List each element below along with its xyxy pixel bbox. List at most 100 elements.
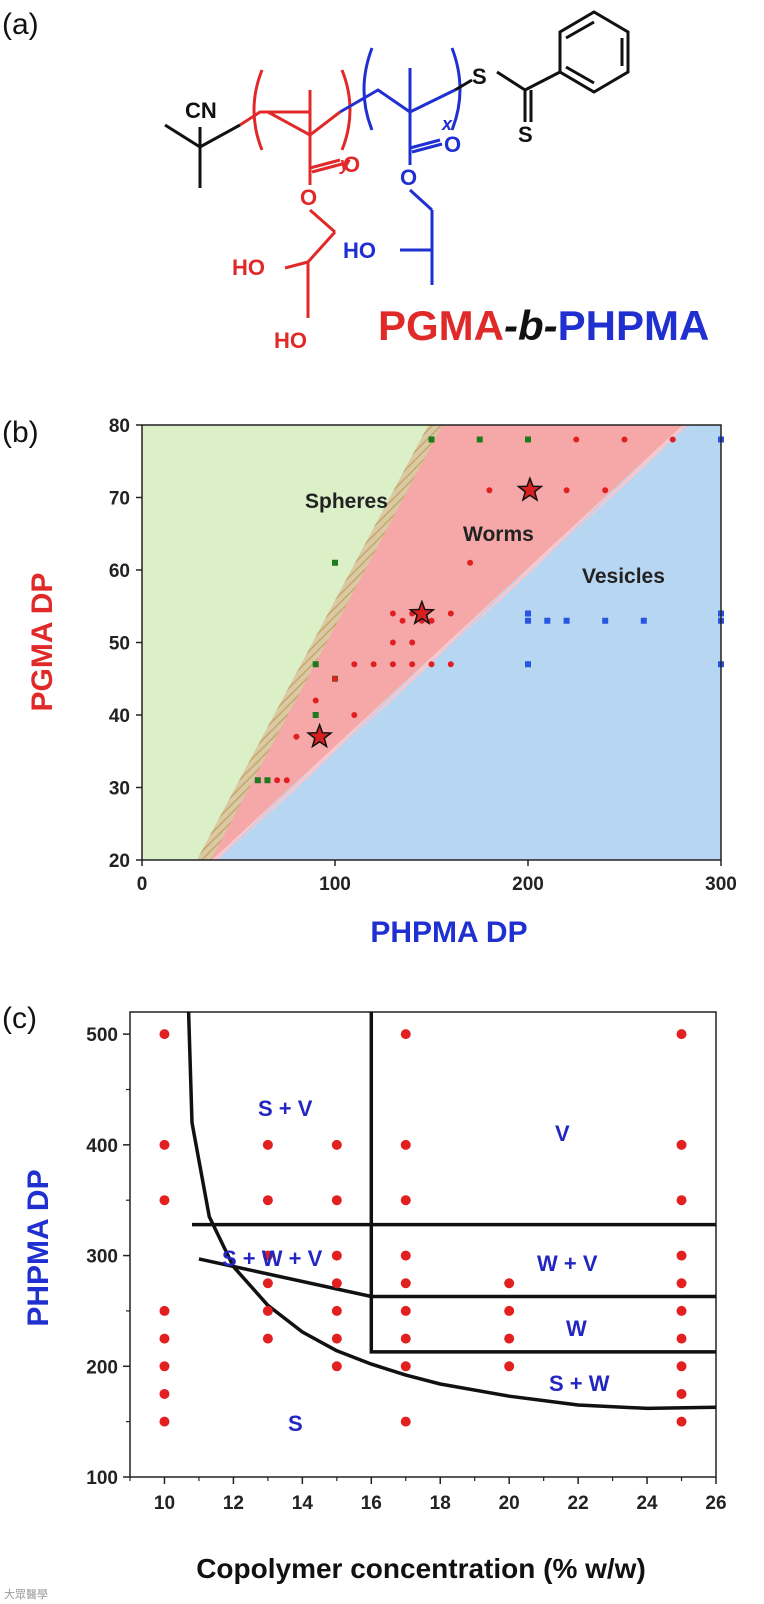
- c-data-point-24: [400, 1250, 411, 1261]
- copolymer-name: PGMA-b-PHPMA: [378, 302, 709, 349]
- pgma-hydroxyl-lower: HO: [274, 328, 307, 353]
- spheres-marker-6: [312, 712, 319, 718]
- region-s-plus-v: S + V: [258, 1096, 313, 1121]
- c-data-point-36: [676, 1195, 687, 1206]
- worms-marker-0: [573, 436, 580, 443]
- vesicles-marker-4: [563, 617, 570, 624]
- copolymer-name-phpma: PHPMA: [558, 302, 710, 349]
- c-data-point-19: [331, 1333, 342, 1344]
- worms-marker-18: [447, 661, 454, 668]
- worms-marker-3: [486, 487, 493, 494]
- c-ytick-label-1: 200: [86, 1357, 118, 1378]
- panel-b-xlabel: PHPMA DP: [370, 916, 527, 949]
- c-data-point-6: [159, 1388, 170, 1399]
- copolymer-name-b: -b-: [504, 302, 558, 349]
- b-ytick-label-0: 20: [109, 851, 130, 872]
- phpma-carbonyl-oxygen: O: [444, 132, 461, 157]
- worms-marker-1: [621, 436, 628, 443]
- worms-label: Worms: [463, 523, 534, 546]
- panel-a-label: (a): [2, 8, 39, 41]
- vesicles-marker-6: [640, 617, 647, 624]
- b-xtick-label-1: 100: [319, 874, 351, 895]
- worms-marker-10: [399, 617, 406, 624]
- worms-marker-24: [293, 733, 300, 740]
- b-ytick-label-5: 70: [109, 489, 130, 510]
- c-data-point-25: [400, 1278, 411, 1289]
- c-data-point-23: [400, 1195, 411, 1206]
- initiator-fragment: [164, 123, 241, 188]
- c-xtick-label-6: 22: [568, 1493, 589, 1514]
- c-data-point-18: [331, 1305, 342, 1316]
- vesicles-label: Vesicles: [582, 565, 665, 588]
- highlight-star-1: [408, 599, 436, 625]
- b-xtick-label-3: 300: [705, 874, 737, 895]
- thione-sulfur: S: [518, 122, 533, 147]
- worms-marker-20: [370, 661, 377, 668]
- worms-marker-13: [389, 639, 396, 646]
- c-data-point-10: [262, 1250, 273, 1261]
- pgma-subscript-y: y: [339, 154, 351, 174]
- spheres-marker-0: [428, 436, 435, 443]
- c-xtick-label-4: 18: [430, 1493, 451, 1514]
- phase-boundary-line-2: [369, 1012, 716, 1354]
- c-data-point-28: [400, 1361, 411, 1372]
- watermark: 大眾醫學: [4, 1587, 48, 1601]
- worms-marker-7: [389, 610, 396, 617]
- worms-marker-14: [409, 639, 416, 646]
- panel-b-axes: 0 100 200 300 20 30 40 50 60 70 80: [109, 416, 737, 895]
- c-data-point-14: [331, 1139, 342, 1150]
- c-data-point-42: [676, 1388, 687, 1399]
- c-data-point-15: [331, 1195, 342, 1206]
- region-s-plus-w: S + W: [549, 1371, 610, 1396]
- c-ytick-label-2: 300: [86, 1247, 118, 1268]
- cn-atom: CN: [185, 98, 217, 123]
- c-ytick-label-3: 400: [86, 1136, 118, 1157]
- panel-c-data-points: [159, 1029, 687, 1427]
- spheres-label: Spheres: [305, 490, 388, 513]
- pgma-block: [239, 69, 352, 318]
- c-xtick-label-5: 20: [499, 1493, 520, 1514]
- panel-c-xlabel: Copolymer concentration (% w/w): [196, 1553, 646, 1584]
- b-ytick-label-2: 40: [109, 706, 130, 727]
- c-data-point-13: [262, 1333, 273, 1344]
- highlight-star-2: [516, 476, 544, 502]
- worms-marker-21: [332, 675, 338, 682]
- region-w-plus-v: W + V: [537, 1251, 598, 1276]
- b-xtick-label-2: 200: [512, 874, 544, 895]
- region-v: V: [555, 1121, 570, 1146]
- c-data-point-31: [504, 1305, 515, 1316]
- c-data-point-3: [159, 1305, 170, 1316]
- vesicles-marker-5: [602, 617, 609, 624]
- worms-marker-22: [312, 697, 319, 704]
- phpma-subscript-x: x: [441, 114, 453, 134]
- c-data-point-26: [400, 1305, 411, 1316]
- c-data-point-12: [262, 1305, 273, 1316]
- worms-marker-16: [409, 661, 416, 668]
- c-data-point-41: [676, 1361, 687, 1372]
- vesicles-marker-9: [525, 661, 531, 668]
- vesicles-marker-3: [544, 617, 551, 624]
- worms-marker-17: [428, 661, 435, 668]
- c-data-point-38: [676, 1278, 687, 1289]
- worms-marker-2: [669, 436, 676, 443]
- worms-marker-26: [283, 777, 290, 784]
- c-data-point-37: [676, 1250, 687, 1261]
- b-ytick-label-6: 80: [109, 416, 130, 437]
- b-ytick-label-1: 30: [109, 779, 130, 800]
- c-data-point-30: [504, 1278, 515, 1289]
- c-data-point-35: [676, 1139, 687, 1150]
- worms-marker-19: [351, 661, 358, 668]
- vesicles-marker-2: [525, 617, 531, 624]
- c-ytick-label-4: 500: [86, 1025, 118, 1046]
- spheres-worms-boundary: [196, 425, 443, 860]
- worms-marker-12: [428, 617, 435, 624]
- worms-marker-15: [389, 661, 396, 668]
- phpma-ester-oxygen: O: [400, 165, 417, 190]
- c-data-point-8: [262, 1139, 273, 1150]
- pgma-ester-oxygen: O: [300, 185, 317, 210]
- b-xtick-label-0: 0: [137, 874, 148, 895]
- c-xtick-label-3: 16: [361, 1493, 382, 1514]
- c-data-point-33: [504, 1361, 515, 1372]
- b-ytick-label-4: 60: [109, 561, 130, 582]
